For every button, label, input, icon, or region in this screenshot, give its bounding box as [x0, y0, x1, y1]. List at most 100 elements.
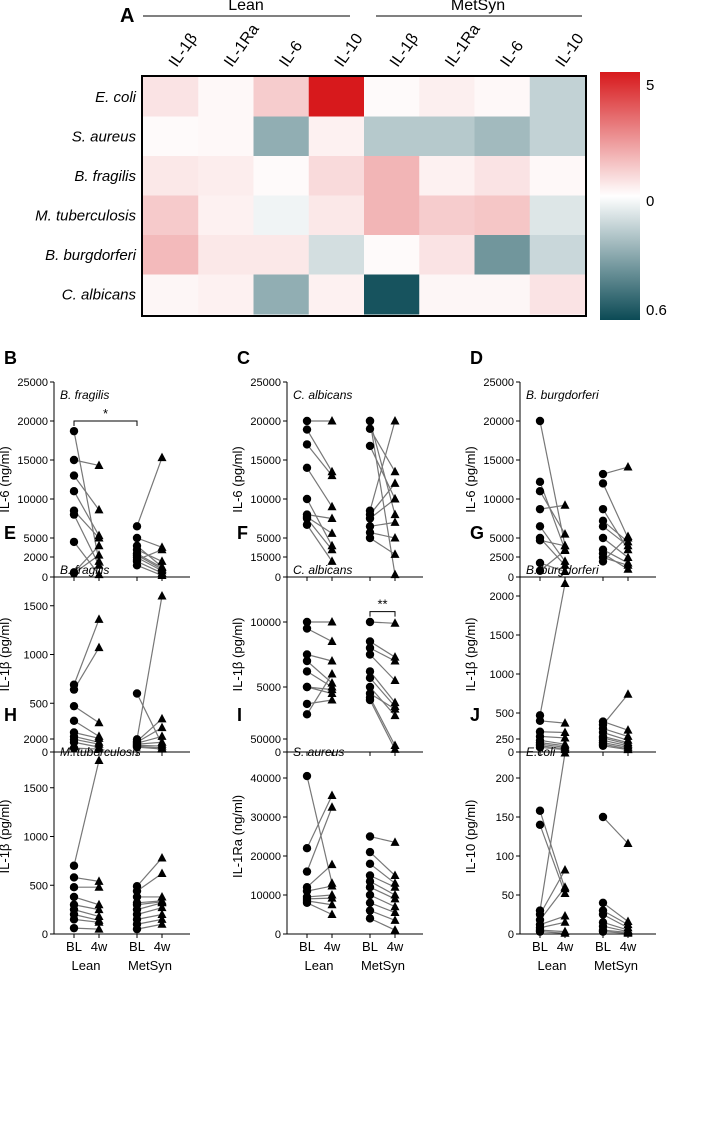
pair-line: [306, 864, 333, 888]
baseline-point: [535, 743, 545, 752]
heatmap-column-label: IL-6: [276, 38, 306, 70]
pair-line: [539, 490, 566, 535]
panel-label: C: [237, 348, 250, 368]
pair-line: [136, 560, 163, 574]
pair-line: [539, 752, 566, 911]
week4-point: [390, 915, 400, 924]
baseline-point: [132, 541, 142, 550]
y-tick-label: 10000: [250, 890, 281, 902]
y-tick-label: 10000: [250, 494, 281, 506]
pair-line: [602, 556, 629, 566]
pair-line: [73, 738, 100, 745]
baseline-point: [132, 924, 142, 934]
heatmap-cell: [143, 274, 199, 315]
pair-line: [602, 537, 629, 558]
week4-point: [94, 917, 104, 926]
baseline-point: [69, 892, 79, 902]
week4-point: [327, 695, 337, 704]
heatmap-cell: [143, 235, 199, 275]
heatmap-cell: [364, 156, 420, 196]
pair-line: [73, 896, 100, 906]
heatmap-panel: A Lean MetSyn IL-1β IL-1Ra IL-6 IL-10 IL-1β I…: [35, 0, 667, 320]
week4-point: [157, 852, 167, 862]
y-tick-label: 100: [496, 851, 514, 863]
panel-label: F: [237, 523, 248, 543]
pair-line: [369, 902, 396, 914]
week4-point: [560, 732, 570, 742]
pair-line: [73, 514, 100, 566]
y-tick-label: 25000: [17, 377, 48, 389]
baseline-point: [365, 673, 375, 683]
baseline-point: [132, 522, 142, 531]
week4-point: [623, 744, 633, 754]
week4-point: [327, 899, 337, 909]
pair-line: [369, 428, 396, 473]
baseline-point: [365, 682, 375, 692]
heatmap-cell: [198, 274, 254, 315]
heatmap-cell: [308, 116, 365, 157]
baseline-point: [535, 416, 545, 426]
y-tick-label: 15000: [250, 552, 281, 564]
pair-line: [136, 918, 163, 925]
heatmap-row-label: S. aureus: [72, 128, 137, 145]
week4-point: [157, 556, 167, 565]
week4-point: [560, 888, 570, 897]
group-label: MetSyn: [594, 958, 638, 973]
y-axis-label: IL-1β (pg/ml): [463, 618, 478, 692]
y-tick-label: 20000: [483, 416, 514, 428]
heatmap-cell: [529, 116, 586, 157]
week4-point: [157, 731, 167, 740]
pair-line: [73, 459, 100, 467]
pair-line: [369, 874, 396, 888]
x-tick-label: 4w: [324, 939, 341, 954]
heatmap-cell: [419, 235, 475, 275]
week4-point: [327, 617, 337, 626]
y-tick-label: 500: [496, 708, 514, 720]
baseline-point: [365, 832, 375, 841]
heatmap-cell: [419, 274, 475, 315]
pair-line: [602, 739, 629, 747]
heatmap-group-label: MetSyn: [451, 0, 505, 14]
y-tick-label: 1000: [24, 832, 48, 844]
baseline-point: [535, 558, 545, 568]
pair-line: [306, 900, 333, 906]
baseline-point: [598, 533, 608, 543]
baseline-point: [365, 643, 375, 653]
heatmap-cell: [198, 116, 254, 157]
group-label: MetSyn: [361, 958, 405, 973]
week4-point: [94, 540, 104, 550]
y-tick-label: 15000: [250, 455, 281, 467]
pair-line: [369, 880, 396, 896]
week4-point: [390, 656, 400, 665]
pair-line: [602, 721, 629, 731]
y-tick-label: 25000: [483, 377, 514, 389]
y-tick-label: 50: [502, 890, 514, 902]
pair-line: [369, 699, 396, 750]
pair-line: [369, 531, 396, 539]
baseline-point: [69, 883, 79, 892]
pair-line: [136, 857, 163, 887]
y-axis-label: IL-1β (pg/ml): [0, 800, 12, 874]
baseline-point: [302, 617, 312, 627]
y-tick-label: 0: [508, 929, 514, 941]
week4-point: [327, 688, 337, 697]
week4-point: [560, 540, 570, 550]
heatmap-row-label: B. burgdorferi: [45, 247, 137, 264]
heatmap-cell: [143, 156, 199, 196]
week4-point: [390, 704, 400, 713]
baseline-point: [132, 533, 142, 543]
pair-line: [539, 869, 566, 915]
pair-line: [539, 537, 566, 566]
baseline-point: [598, 898, 608, 907]
heatmap-cell: [474, 116, 531, 157]
group-label: MetSyn: [128, 958, 172, 973]
pair-line: [539, 562, 566, 573]
baseline-point: [69, 426, 79, 436]
week4-point: [560, 560, 570, 569]
pair-line: [306, 444, 333, 476]
y-tick-label: 500: [30, 880, 48, 892]
baseline-point: [302, 463, 312, 472]
x-tick-label: 4w: [620, 939, 637, 954]
week4-point: [94, 899, 104, 909]
baseline-point: [365, 416, 375, 426]
